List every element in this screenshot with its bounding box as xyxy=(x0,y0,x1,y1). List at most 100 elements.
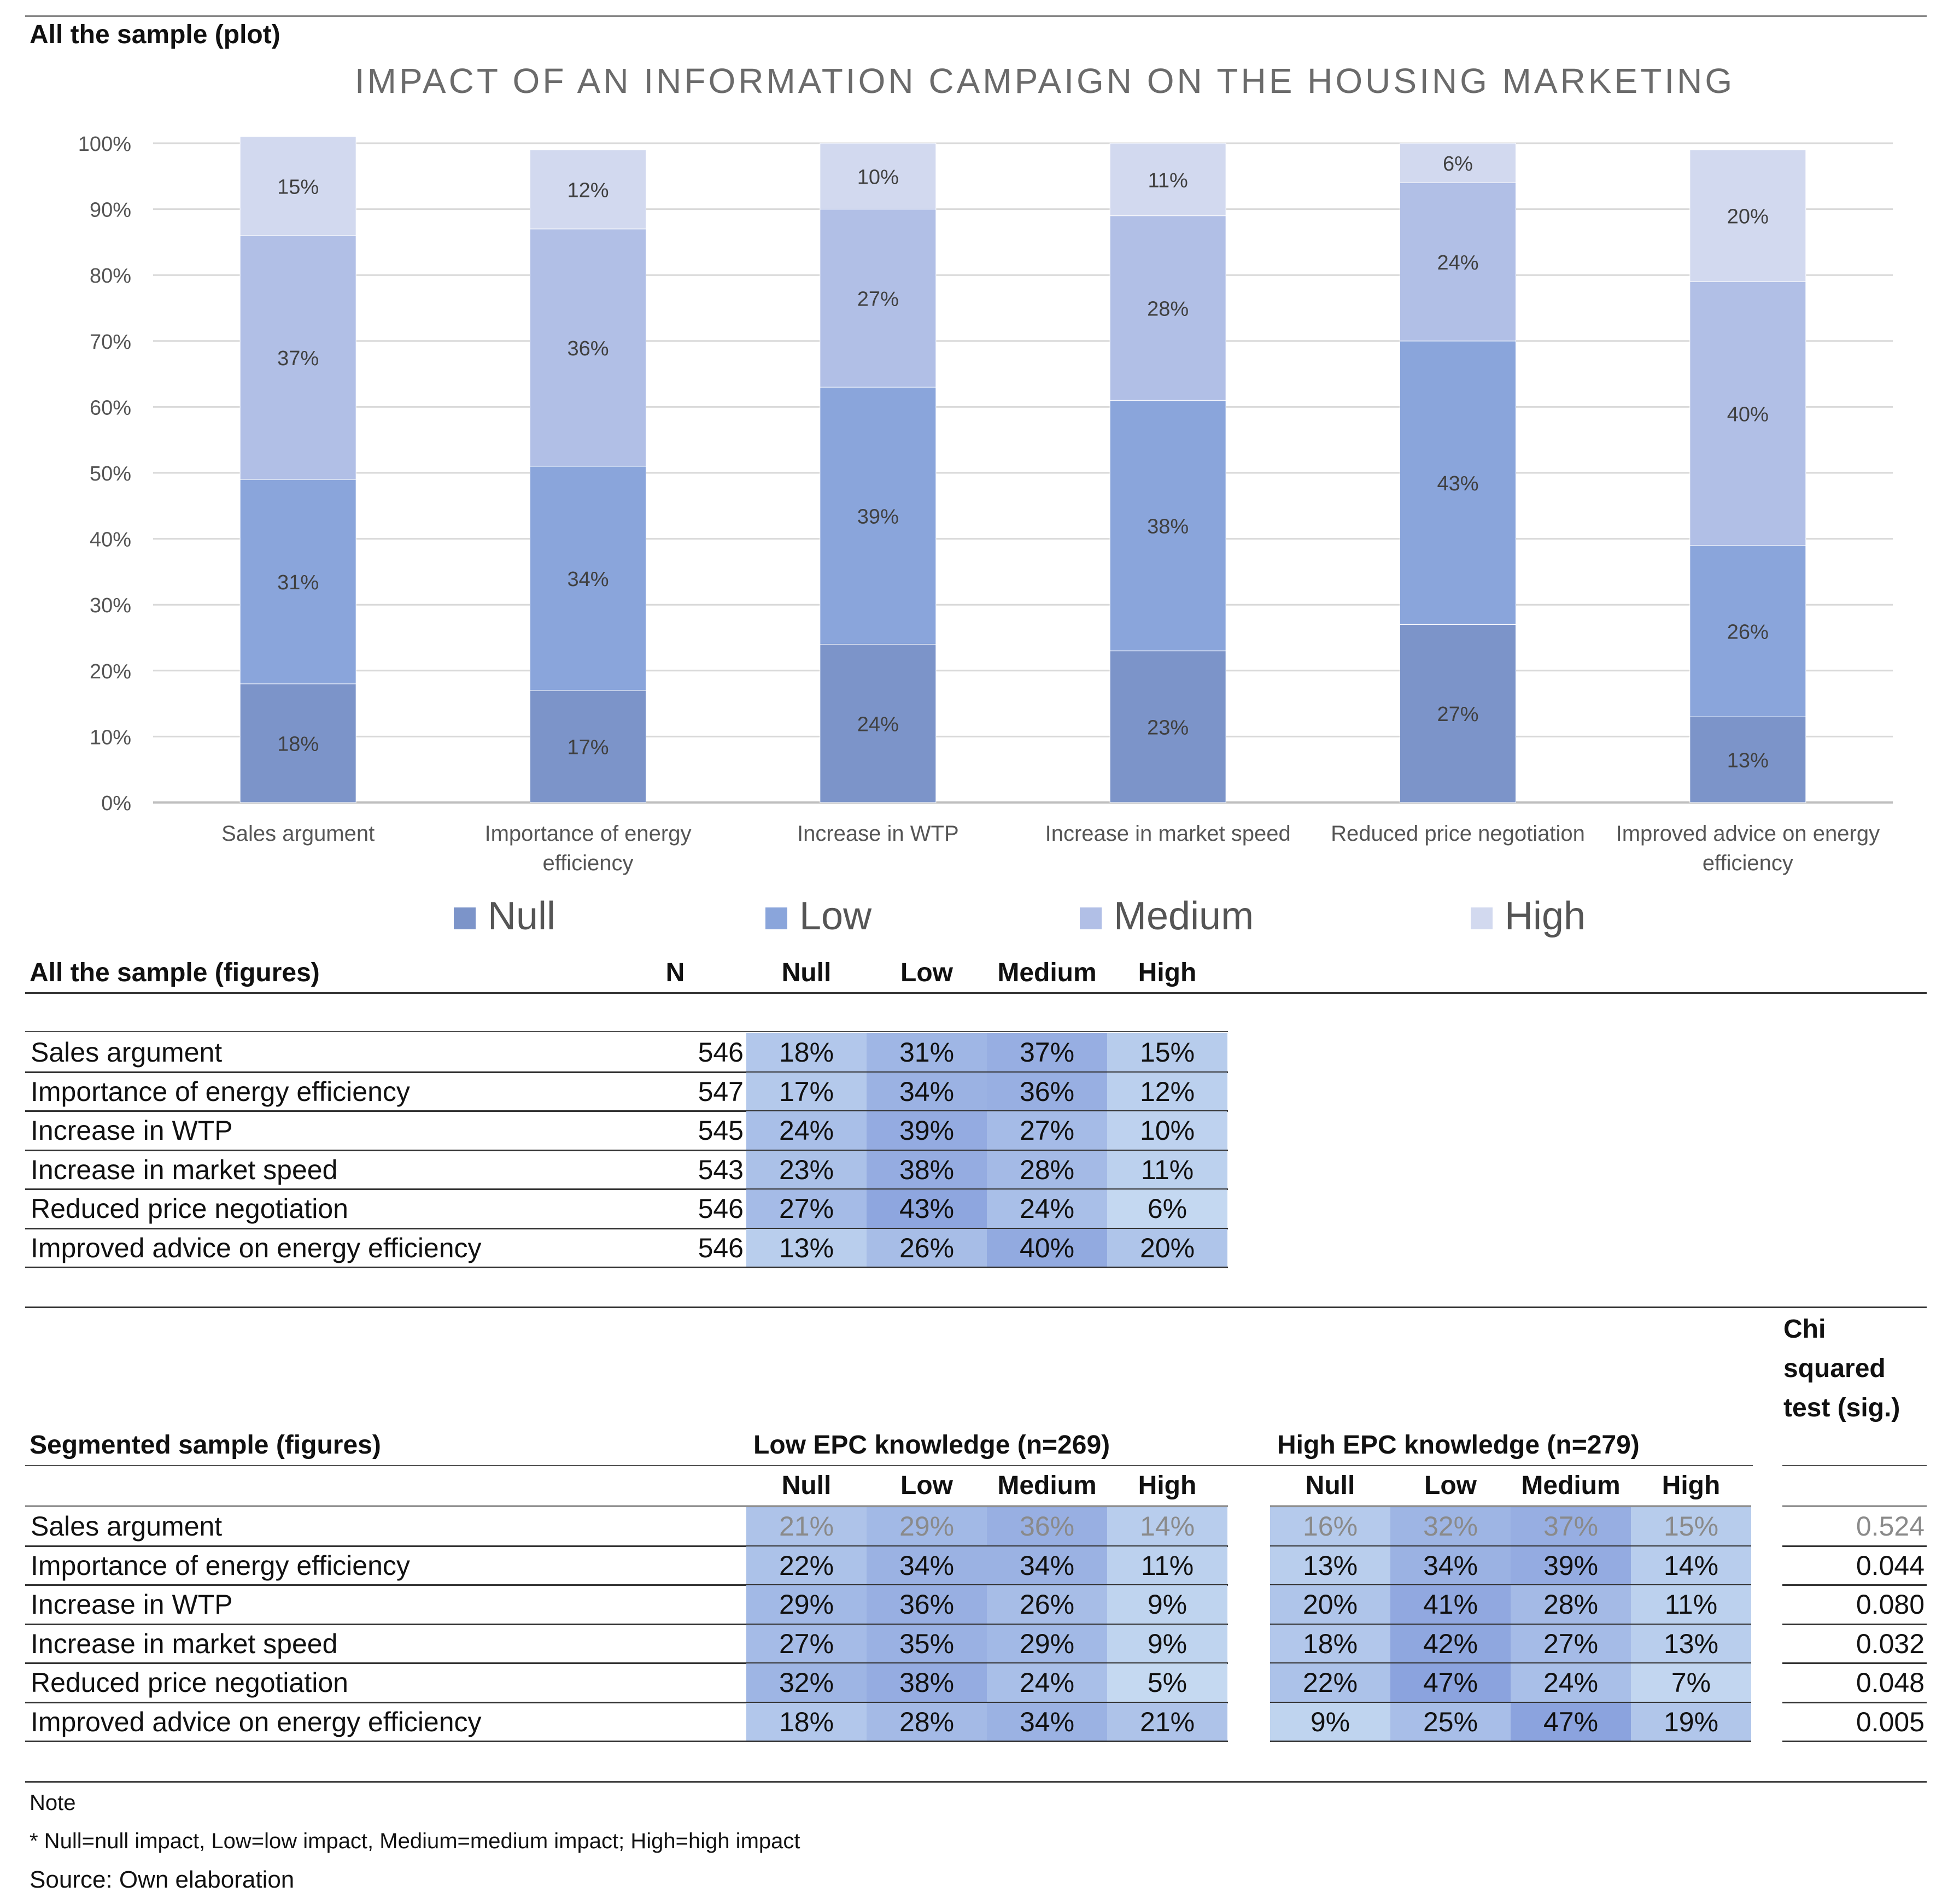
table-cell: 23% xyxy=(746,1150,867,1190)
data-label: 15% xyxy=(277,175,319,198)
row-rule xyxy=(1270,1584,1751,1586)
bar-segment xyxy=(239,479,356,684)
table-top-rule xyxy=(25,1031,1228,1032)
chart-title: IMPACT OF AN INFORMATION CAMPAIGN ON THE… xyxy=(355,61,1735,101)
table-cell: 24% xyxy=(746,1111,867,1150)
x-tick-label: Increase in market speed xyxy=(1045,822,1291,846)
table-cell: 10% xyxy=(1107,1111,1227,1150)
column-header: High xyxy=(1138,958,1197,987)
subheader-rule-c xyxy=(1782,1505,1927,1507)
data-label: 6% xyxy=(1443,153,1473,175)
row-rule xyxy=(25,1267,1228,1268)
table-cell: 28% xyxy=(987,1150,1107,1190)
low-cell: 35% xyxy=(867,1624,987,1663)
y-tick-label: 50% xyxy=(90,462,131,485)
low-cell: 21% xyxy=(1107,1702,1227,1742)
row-rule xyxy=(25,1701,1228,1703)
row-label: Reduced price negotiation xyxy=(31,1667,348,1698)
table-cell: 36% xyxy=(987,1072,1107,1111)
table-cell: 40% xyxy=(987,1228,1107,1268)
table-cell: 37% xyxy=(987,1033,1107,1072)
x-tick-label: efficiency xyxy=(542,851,633,875)
legend-swatch xyxy=(1471,907,1493,929)
row-rule xyxy=(1270,1741,1751,1742)
row-rule xyxy=(1782,1741,1927,1742)
table-cell: 43% xyxy=(867,1190,987,1228)
high-cell: 15% xyxy=(1631,1507,1751,1546)
plot-section-title: All the sample (plot) xyxy=(30,20,280,49)
high-cell: 34% xyxy=(1390,1546,1511,1585)
high-column-header: High xyxy=(1662,1471,1721,1500)
x-tick-label: Importance of energy xyxy=(485,822,692,846)
low-column-header: Medium xyxy=(997,1471,1097,1500)
high-cell: 41% xyxy=(1390,1585,1511,1624)
data-label: 36% xyxy=(567,337,609,360)
low-cell: 5% xyxy=(1107,1663,1227,1702)
data-label: 18% xyxy=(277,733,319,755)
high-cell: 39% xyxy=(1511,1546,1631,1585)
y-tick-label: 20% xyxy=(90,660,131,683)
low-column-header: Low xyxy=(900,1471,953,1500)
high-cell: 9% xyxy=(1270,1702,1390,1742)
table-cell: 26% xyxy=(867,1228,987,1268)
row-rule xyxy=(1782,1701,1927,1703)
high-cell: 42% xyxy=(1390,1624,1511,1663)
low-cell: 38% xyxy=(867,1663,987,1702)
chi-header: test (sig.) xyxy=(1783,1393,1900,1422)
figures-section-title: All the sample (figures) xyxy=(30,958,320,987)
high-cell: 25% xyxy=(1390,1702,1511,1742)
legend-swatch xyxy=(454,907,476,929)
low-cell: 29% xyxy=(746,1585,867,1624)
legend-swatch xyxy=(1080,907,1102,929)
row-label: Increase in WTP xyxy=(31,1115,233,1146)
bar-segment xyxy=(530,690,646,803)
data-label: 38% xyxy=(1147,515,1189,538)
bar-segment xyxy=(820,644,937,803)
high-cell: 7% xyxy=(1631,1663,1751,1702)
row-n: 546 xyxy=(698,1193,744,1224)
data-label: 23% xyxy=(1147,716,1189,739)
bar-segment xyxy=(1689,149,1806,282)
x-tick-label: Increase in WTP xyxy=(797,822,959,846)
table-cell: 11% xyxy=(1107,1150,1227,1190)
table-cell: 31% xyxy=(867,1033,987,1072)
y-tick-label: 0% xyxy=(101,792,131,815)
y-tick-label: 60% xyxy=(90,396,131,419)
high-cell: 22% xyxy=(1270,1663,1390,1702)
row-rule xyxy=(25,1623,1228,1625)
table-cell: 20% xyxy=(1107,1228,1227,1268)
row-label: Increase in WTP xyxy=(31,1589,233,1620)
table-cell: 13% xyxy=(746,1228,867,1268)
subheader-rule-a xyxy=(25,1505,1228,1507)
bar-segment xyxy=(530,466,646,691)
table-cell: 34% xyxy=(867,1072,987,1111)
legend-label: Low xyxy=(799,894,872,938)
y-tick-label: 10% xyxy=(90,726,131,749)
table-cell: 18% xyxy=(746,1033,867,1072)
high-cell: 27% xyxy=(1511,1624,1631,1663)
y-tick-label: 30% xyxy=(90,594,131,617)
high-column-header: Medium xyxy=(1521,1471,1621,1500)
row-rule xyxy=(25,1227,1228,1229)
row-rule xyxy=(1782,1623,1927,1625)
high-cell: 20% xyxy=(1270,1585,1390,1624)
data-label: 24% xyxy=(1437,251,1478,274)
x-tick-label: efficiency xyxy=(1703,851,1793,875)
low-cell: 32% xyxy=(746,1663,867,1702)
x-tick-label: Reduced price negotiation xyxy=(1331,822,1585,846)
chi-value: 0.005 xyxy=(1856,1706,1925,1737)
table-cell: 6% xyxy=(1107,1190,1227,1228)
table-cell: 38% xyxy=(867,1150,987,1190)
row-n: 543 xyxy=(698,1154,744,1185)
low-column-header: High xyxy=(1138,1471,1197,1500)
data-label: 37% xyxy=(277,347,319,370)
column-header-n: N xyxy=(665,958,685,987)
high-cell: 47% xyxy=(1511,1702,1631,1742)
row-label: Sales argument xyxy=(31,1511,223,1542)
low-cell: 36% xyxy=(867,1585,987,1624)
data-label: 17% xyxy=(567,736,609,759)
table-cell: 27% xyxy=(746,1190,867,1228)
bar-segment xyxy=(820,386,937,645)
chi-value: 0.044 xyxy=(1856,1550,1925,1581)
row-rule xyxy=(1270,1662,1751,1664)
